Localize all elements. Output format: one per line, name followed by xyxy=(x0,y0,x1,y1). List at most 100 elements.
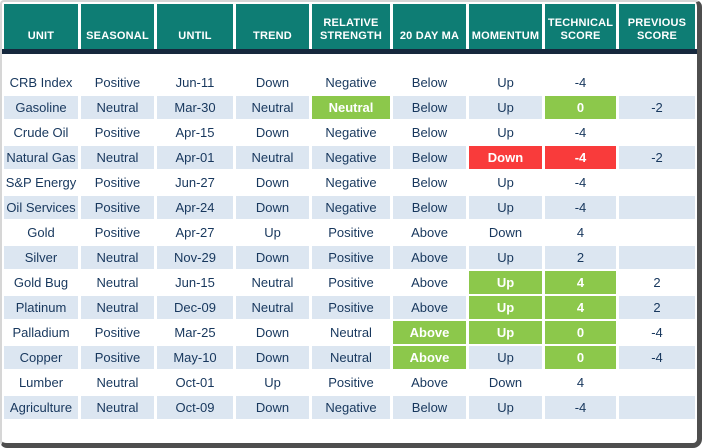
cell-previous-score xyxy=(619,196,695,219)
cell-unit: Gasoline xyxy=(4,96,78,119)
cell-seasonal: Neutral xyxy=(81,371,154,394)
cell-relative-strength: Neutral xyxy=(312,321,390,344)
cell-previous-score: -2 xyxy=(619,146,695,169)
header-separator-line xyxy=(2,49,697,54)
cell-20-day-ma: Above xyxy=(393,371,466,394)
cell-unit: Copper xyxy=(4,346,78,369)
cell-momentum: Down xyxy=(469,146,542,169)
cell-seasonal: Neutral xyxy=(81,396,154,419)
cell-until: Mar-30 xyxy=(157,96,233,119)
column-header-seasonal: SEASONAL xyxy=(81,4,154,49)
cell-unit: Gold xyxy=(4,221,78,244)
table-body: CRB Index Positive Jun-11 Down Negative Below… xyxy=(2,71,697,419)
cell-unit: Palladium xyxy=(4,321,78,344)
cell-previous-score xyxy=(619,246,695,269)
cell-20-day-ma: Below xyxy=(393,171,466,194)
header-spacer xyxy=(2,54,697,71)
column-header-relative-strength: RELATIVE STRENGTH xyxy=(312,4,390,49)
cell-until: Oct-09 xyxy=(157,396,233,419)
column-header-momentum: MOMENTUM xyxy=(469,4,542,49)
table-row: Gold Bug Neutral Jun-15 Neutral Positive Abov… xyxy=(2,271,697,294)
cell-unit: Oil Services xyxy=(4,196,78,219)
cell-previous-score: 2 xyxy=(619,271,695,294)
cell-trend: Neutral xyxy=(236,296,309,319)
cell-until: Apr-15 xyxy=(157,121,233,144)
cell-relative-strength: Negative xyxy=(312,71,390,94)
cell-until: May-10 xyxy=(157,346,233,369)
cell-seasonal: Neutral xyxy=(81,146,154,169)
cell-relative-strength: Positive xyxy=(312,221,390,244)
cell-momentum: Up xyxy=(469,321,542,344)
cell-technical-score: -4 xyxy=(545,196,616,219)
cell-seasonal: Positive xyxy=(81,346,154,369)
cell-seasonal: Positive xyxy=(81,196,154,219)
cell-20-day-ma: Above xyxy=(393,346,466,369)
column-header-previous-score: PREVIOUS SCORE xyxy=(619,4,695,49)
column-header-technical-score: TECHNICAL SCORE xyxy=(545,4,616,49)
cell-momentum: Up xyxy=(469,396,542,419)
cell-trend: Neutral xyxy=(236,146,309,169)
cell-trend: Down xyxy=(236,346,309,369)
cell-previous-score: -4 xyxy=(619,346,695,369)
cell-momentum: Up xyxy=(469,196,542,219)
cell-unit: Gold Bug xyxy=(4,271,78,294)
cell-trend: Neutral xyxy=(236,96,309,119)
cell-trend: Down xyxy=(236,171,309,194)
cell-technical-score: 2 xyxy=(545,246,616,269)
cell-relative-strength: Negative xyxy=(312,196,390,219)
cell-unit: Lumber xyxy=(4,371,78,394)
table-row: CRB Index Positive Jun-11 Down Negative Below… xyxy=(2,71,697,94)
cell-unit: S&P Energy xyxy=(4,171,78,194)
cell-20-day-ma: Below xyxy=(393,396,466,419)
cell-momentum: Down xyxy=(469,221,542,244)
cell-momentum: Up xyxy=(469,296,542,319)
cell-until: Apr-24 xyxy=(157,196,233,219)
table-row: Palladium Positive Mar-25 Down Neutral Above U… xyxy=(2,321,697,344)
cell-20-day-ma: Below xyxy=(393,196,466,219)
cell-relative-strength: Negative xyxy=(312,121,390,144)
cell-until: Mar-25 xyxy=(157,321,233,344)
cell-until: Nov-29 xyxy=(157,246,233,269)
table-row: Copper Positive May-10 Down Neutral Above Up 0-… xyxy=(2,346,697,369)
cell-technical-score: -4 xyxy=(545,121,616,144)
cell-seasonal: Positive xyxy=(81,121,154,144)
cell-relative-strength: Negative xyxy=(312,396,390,419)
cell-trend: Down xyxy=(236,196,309,219)
cell-until: Apr-27 xyxy=(157,221,233,244)
cell-momentum: Up xyxy=(469,171,542,194)
table-row: Silver Neutral Nov-29 Down Positive Above Up 2 xyxy=(2,246,697,269)
column-header-20-day-ma: 20 DAY MA xyxy=(393,4,466,49)
cell-previous-score xyxy=(619,121,695,144)
cell-relative-strength: Neutral xyxy=(312,96,390,119)
cell-20-day-ma: Above xyxy=(393,271,466,294)
cell-unit: Agriculture xyxy=(4,396,78,419)
cell-momentum: Up xyxy=(469,346,542,369)
cell-until: Jun-27 xyxy=(157,171,233,194)
cell-until: Oct-01 xyxy=(157,371,233,394)
cell-previous-score xyxy=(619,371,695,394)
cell-technical-score: -4 xyxy=(545,396,616,419)
cell-trend: Down xyxy=(236,396,309,419)
cell-momentum: Up xyxy=(469,121,542,144)
cell-20-day-ma: Below xyxy=(393,71,466,94)
cell-relative-strength: Negative xyxy=(312,146,390,169)
table-row: Agriculture Neutral Oct-09 Down Negative Belo… xyxy=(2,396,697,419)
table-row: Platinum Neutral Dec-09 Neutral Positive Abov… xyxy=(2,296,697,319)
cell-seasonal: Positive xyxy=(81,71,154,94)
cell-20-day-ma: Above xyxy=(393,321,466,344)
table-row: Oil Services Positive Apr-24 Down Negative Be… xyxy=(2,196,697,219)
cell-trend: Down xyxy=(236,71,309,94)
cell-until: Dec-09 xyxy=(157,296,233,319)
cell-20-day-ma: Above xyxy=(393,246,466,269)
cell-unit: CRB Index xyxy=(4,71,78,94)
cell-momentum: Up xyxy=(469,96,542,119)
cell-relative-strength: Positive xyxy=(312,371,390,394)
cell-until: Apr-01 xyxy=(157,146,233,169)
cell-momentum: Up xyxy=(469,246,542,269)
cell-relative-strength: Neutral xyxy=(312,346,390,369)
column-header-until: UNTIL xyxy=(157,4,233,49)
cell-momentum: Up xyxy=(469,71,542,94)
table-row: Crude Oil Positive Apr-15 Down Negative Below… xyxy=(2,121,697,144)
cell-technical-score: 0 xyxy=(545,346,616,369)
